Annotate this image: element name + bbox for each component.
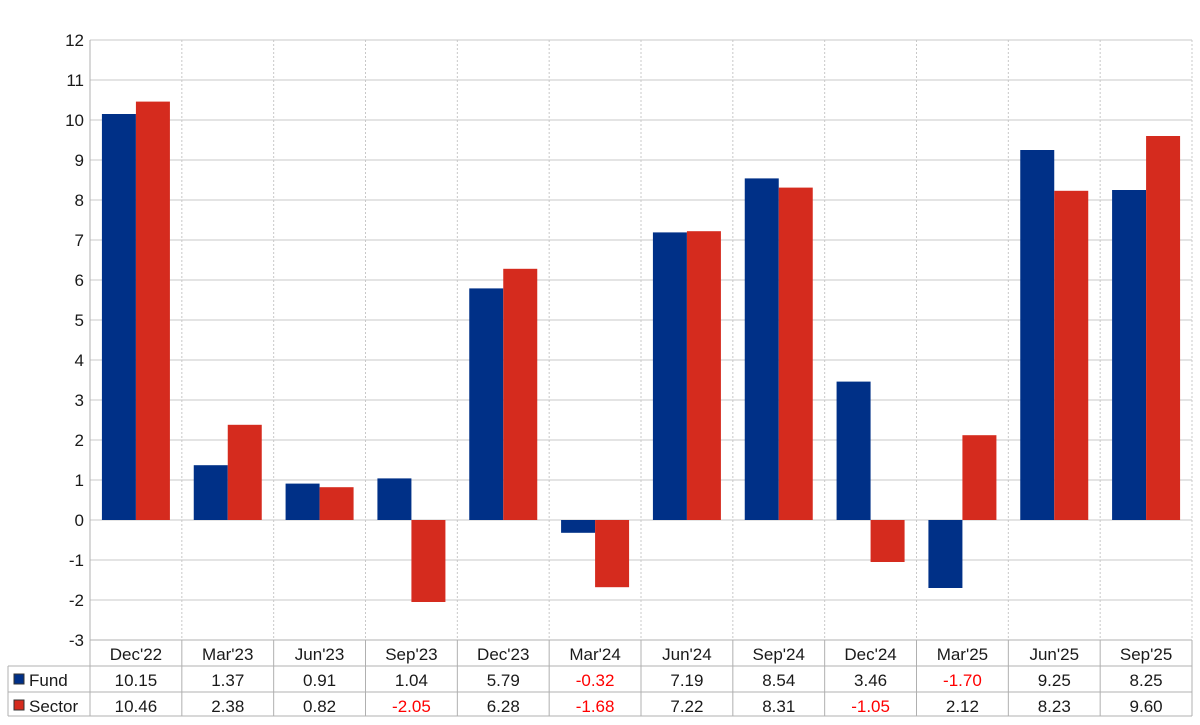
- sector-bar: [870, 520, 905, 562]
- legend-swatch-sector: [13, 699, 25, 711]
- fund-bar: [652, 232, 687, 520]
- x-category-label: Jun'25: [1029, 645, 1079, 664]
- sector-bar: [503, 268, 538, 520]
- legend-label-fund: Fund: [29, 671, 68, 690]
- data-label: 2.12: [946, 697, 979, 716]
- fund-bar: [285, 483, 320, 520]
- fund-bar: [469, 288, 504, 520]
- data-label: 3.46: [854, 671, 887, 690]
- data-label: 0.82: [303, 697, 336, 716]
- x-category-label: Sep'23: [385, 645, 437, 664]
- y-tick-label: 8: [75, 191, 84, 210]
- y-tick-label: 4: [75, 351, 84, 370]
- data-label: 1.37: [211, 671, 244, 690]
- data-label: -0.32: [576, 671, 615, 690]
- data-label: 10.46: [115, 697, 158, 716]
- data-label: 8.54: [762, 671, 795, 690]
- x-category-label: Mar'24: [569, 645, 620, 664]
- data-label: 5.79: [487, 671, 520, 690]
- x-category-label: Mar'23: [202, 645, 253, 664]
- data-label: 6.28: [487, 697, 520, 716]
- sector-bar: [595, 520, 630, 588]
- y-tick-label: 0: [75, 511, 84, 530]
- data-label: 8.31: [762, 697, 795, 716]
- data-label: 8.23: [1038, 697, 1071, 716]
- fund-bar: [377, 478, 412, 520]
- y-tick-label: 1: [75, 471, 84, 490]
- y-tick-label: -1: [69, 551, 84, 570]
- y-tick-label: -3: [69, 631, 84, 650]
- data-label: 8.25: [1130, 671, 1163, 690]
- y-tick-label: 6: [75, 271, 84, 290]
- fund-bar: [1112, 190, 1147, 520]
- sector-bar: [778, 187, 813, 520]
- data-label: -1.68: [576, 697, 615, 716]
- sector-bar: [135, 101, 170, 520]
- x-category-label: Dec'22: [110, 645, 162, 664]
- legend-label-sector: Sector: [29, 697, 78, 716]
- x-category-label: Sep'24: [753, 645, 805, 664]
- fund-bar: [561, 520, 596, 533]
- sector-bar: [411, 520, 446, 602]
- sector-bar: [1146, 136, 1181, 520]
- x-category-label: Jun'24: [662, 645, 712, 664]
- data-label: -1.70: [943, 671, 982, 690]
- data-label: 9.60: [1130, 697, 1163, 716]
- y-tick-label: 9: [75, 151, 84, 170]
- fund-bar: [928, 520, 963, 588]
- y-tick-label: -2: [69, 591, 84, 610]
- x-category-label: Jun'23: [295, 645, 345, 664]
- sector-bar: [1054, 190, 1089, 521]
- legend-swatch-fund: [13, 673, 25, 685]
- y-tick-label: 10: [65, 111, 84, 130]
- sector-bar: [686, 231, 721, 520]
- y-tick-label: 11: [66, 71, 84, 90]
- fund-bar: [193, 465, 228, 520]
- fund-bar: [836, 381, 871, 520]
- y-tick-label: 12: [65, 31, 84, 50]
- y-tick-label: 5: [75, 311, 84, 330]
- data-label: -2.05: [392, 697, 431, 716]
- data-label: 9.25: [1038, 671, 1071, 690]
- data-label: 7.19: [670, 671, 703, 690]
- sector-bar: [962, 435, 997, 520]
- sector-bar: [227, 424, 262, 520]
- fund-bar: [744, 178, 779, 520]
- data-label: 2.38: [211, 697, 244, 716]
- data-label: 1.04: [395, 671, 428, 690]
- data-label: -1.05: [851, 697, 890, 716]
- fund-bar: [101, 114, 136, 520]
- data-label: 10.15: [115, 671, 158, 690]
- x-category-label: Dec'24: [844, 645, 896, 664]
- y-tick-label: 7: [75, 231, 84, 250]
- sector-bar: [319, 487, 354, 520]
- data-label: 0.91: [303, 671, 336, 690]
- y-tick-label: 3: [75, 391, 84, 410]
- x-category-label: Dec'23: [477, 645, 529, 664]
- fund-bar: [1020, 150, 1055, 520]
- data-label: 7.22: [670, 697, 703, 716]
- y-tick-label: 2: [75, 431, 84, 450]
- x-category-label: Sep'25: [1120, 645, 1172, 664]
- x-category-label: Mar'25: [937, 645, 988, 664]
